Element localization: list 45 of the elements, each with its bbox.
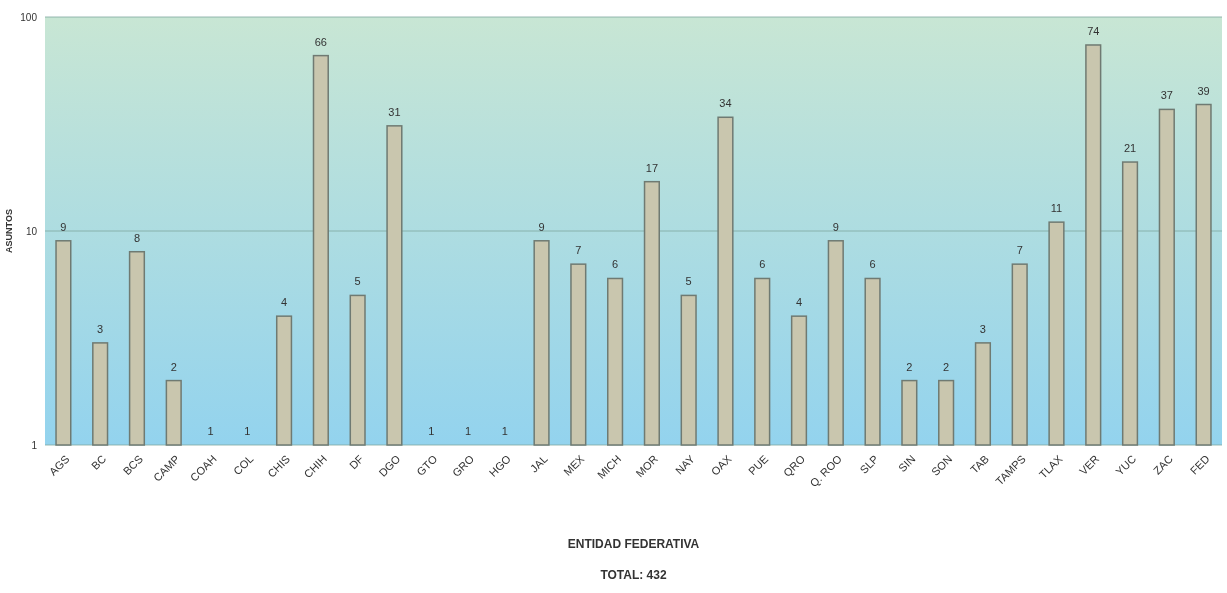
data-label: 6 [612, 258, 619, 271]
data-label: 5 [354, 275, 361, 288]
data-label: 2 [906, 360, 913, 373]
data-label: 1 [464, 425, 472, 437]
x-tick-label: SLP [857, 452, 881, 476]
data-label: 4 [795, 296, 803, 309]
data-label: 3 [979, 322, 986, 335]
data-label: 31 [388, 105, 401, 118]
x-tick-label: DF [346, 452, 366, 472]
data-label: 1 [501, 425, 508, 437]
data-label: 17 [645, 161, 659, 174]
x-tick-label: JAL [527, 452, 550, 475]
x-tick-label: SIN [896, 452, 918, 475]
data-label: 1 [244, 425, 251, 437]
x-tick-label: TAB [968, 452, 992, 476]
y-tick-label: 100 [20, 11, 38, 23]
data-label: 9 [832, 220, 839, 233]
data-label: 7 [575, 244, 582, 257]
data-label: 6 [759, 258, 766, 271]
y-axis-title: ASUNTOS [4, 209, 14, 253]
y-tick-label: 10 [25, 225, 38, 237]
data-label: 6 [869, 258, 876, 271]
data-label: 9 [538, 220, 545, 233]
data-label: 21 [1123, 142, 1137, 155]
data-label: 74 [1087, 24, 1100, 37]
data-label: 2 [943, 360, 950, 373]
data-label: 4 [281, 296, 288, 309]
data-label: 3 [97, 322, 104, 335]
data-label: 2 [170, 360, 177, 373]
data-label: 5 [685, 275, 692, 288]
data-label: 1 [428, 425, 435, 437]
data-label: 34 [719, 97, 732, 110]
data-label: 9 [60, 220, 67, 233]
x-tick-label: COL [230, 452, 256, 478]
data-label: 37 [1160, 89, 1173, 102]
data-label: 1 [207, 425, 214, 437]
y-tick-label: 1 [31, 439, 38, 451]
x-axis-title: ENTIDAD FEDERATIVA [567, 537, 700, 551]
data-label: 7 [1016, 244, 1023, 257]
data-label: 11 [1050, 202, 1063, 215]
data-label: 39 [1197, 84, 1210, 97]
data-label: 66 [314, 35, 327, 48]
text: TOTAL: 432 [600, 568, 667, 582]
data-label: 8 [133, 231, 141, 244]
x-tick-label: BC [89, 452, 109, 472]
